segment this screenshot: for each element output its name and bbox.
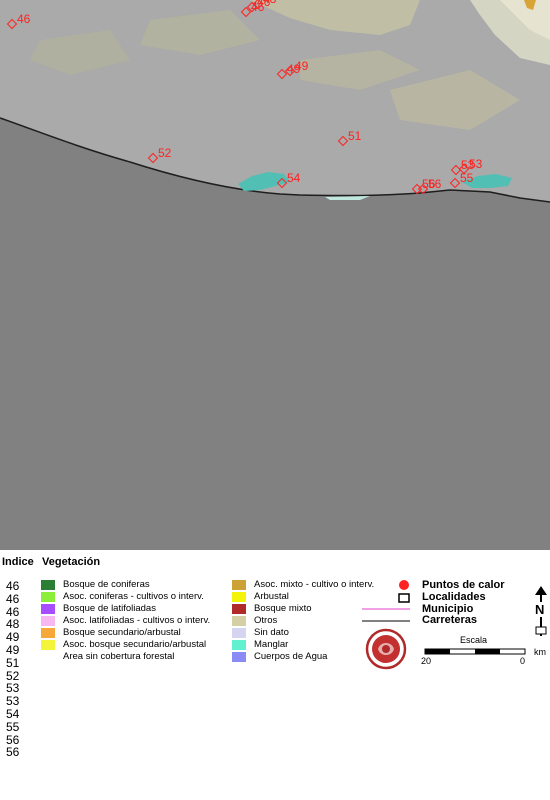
scale-unit-label: km [534,647,546,657]
hotspot-label: 46 [17,12,31,26]
locality-square-icon [398,593,410,603]
hotspot-marker[interactable] [450,164,462,176]
hotspot-marker[interactable] [276,68,288,80]
vegetation-title: Vegetación [42,556,101,568]
index-item: 56 [6,732,20,747]
hotspot-marker[interactable] [284,65,296,77]
veg-swatch [232,628,246,638]
sea-area [0,118,550,550]
hotspot-label: 53 [461,158,475,172]
veg-label: Bosque de coniferas [63,579,150,590]
index-item: 54 [6,706,20,721]
veg-swatch [232,580,246,590]
veg-label: Asoc. mixto - cultivo o interv. [254,579,375,590]
hotspot-marker[interactable] [276,177,288,189]
veg-label: Area sin cobertura forestal [63,651,175,662]
hotspot-marker[interactable] [147,152,159,164]
hotspot-label: 49 [295,59,309,73]
localities-legend-label: Localidades [422,591,486,603]
veg-swatch [41,640,55,650]
index-item: 48 [6,617,20,632]
lagoon-west [238,172,290,191]
hotspot-label: 53 [469,157,483,171]
hotspot-marker[interactable] [252,0,264,10]
hotspots-legend-label: Puntos de calor [422,579,505,591]
municipality-legend-label: Municipio [422,603,474,615]
veg-swatch [232,592,246,602]
institution-seal-icon [365,628,407,670]
hotspot-label: 54 [287,171,301,185]
index-item: 52 [6,668,20,683]
land-texture [30,0,520,130]
veg-swatch [41,652,55,662]
index-list: 46 46 46 48 49 49 51 52 53 53 54 55 56 5… [6,580,36,759]
scale-bar [424,648,526,655]
hotspot-marker[interactable] [337,135,349,147]
hotspot-label: 49 [287,62,301,76]
hotspot-marker[interactable] [417,183,429,195]
veg-swatch [41,616,55,626]
index-item: 49 [6,642,20,657]
scale-title: Escala [460,635,488,645]
mountain-relief [470,0,550,65]
index-item: 53 [6,681,20,696]
index-item: 46 [6,604,20,619]
hotspot-label: 46 [257,0,271,9]
veg-swatch [232,616,246,626]
legend-panel: Indice Vegetación 46 46 46 48 49 49 51 5… [0,550,550,800]
veg-label: Asoc. coniferas - cultivos o interv. [63,591,204,602]
veg-label: Sin dato [254,627,289,638]
index-item: 53 [6,694,20,709]
scale-right-label: 0 [520,656,526,666]
veg-swatch [41,592,55,602]
index-item: 51 [6,655,20,670]
hotspot-marker[interactable] [6,18,18,30]
hotspot-label: 52 [158,146,172,160]
beach-strip [325,196,370,200]
index-item: 56 [6,745,20,760]
veg-swatch [41,604,55,614]
veg-label: Asoc. latifoliadas - cultivos o interv. [63,615,211,626]
hotspot-label: 55 [460,171,474,185]
hotspot-marker[interactable] [449,177,461,189]
index-item: 49 [6,630,20,645]
index-item: 46 [6,579,20,593]
index-title: Indice [2,556,34,568]
veg-label: Otros [254,615,278,626]
veg-swatch [41,628,55,638]
veg-label: Asoc. bosque secundario/arbustal [63,639,207,650]
lagoon-east [462,174,512,188]
line-symbols [362,608,410,622]
veg-swatch [41,580,55,590]
veg-label: Bosque secundario/arbustal [63,627,181,638]
veg-label: Bosque mixto [254,603,312,614]
hotspot-label: 51 [348,129,362,143]
index-item: 55 [6,719,20,734]
veg-label: Manglar [254,639,289,650]
index-item: 46 [6,591,20,606]
symbol-icons [398,580,410,603]
veg-label: Arbustal [254,591,289,602]
veg-label: Bosque de latifoliadas [63,603,156,614]
coastline [0,117,550,203]
veg-swatch [232,652,246,662]
scale-left-label: 20 [421,656,432,666]
veg-label: Cuerpos de Agua [254,651,328,662]
hotspot-label: 56 [428,177,442,191]
hotspot-label: 48 [263,0,277,6]
roads-legend-label: Carreteras [422,614,478,626]
north-label: N [535,602,545,617]
veg-swatch [232,640,246,650]
veg-swatch [232,604,246,614]
hotspot-marker[interactable] [240,6,252,18]
hotspot-dot-icon [399,580,409,590]
hotspot-marker[interactable] [458,163,470,175]
